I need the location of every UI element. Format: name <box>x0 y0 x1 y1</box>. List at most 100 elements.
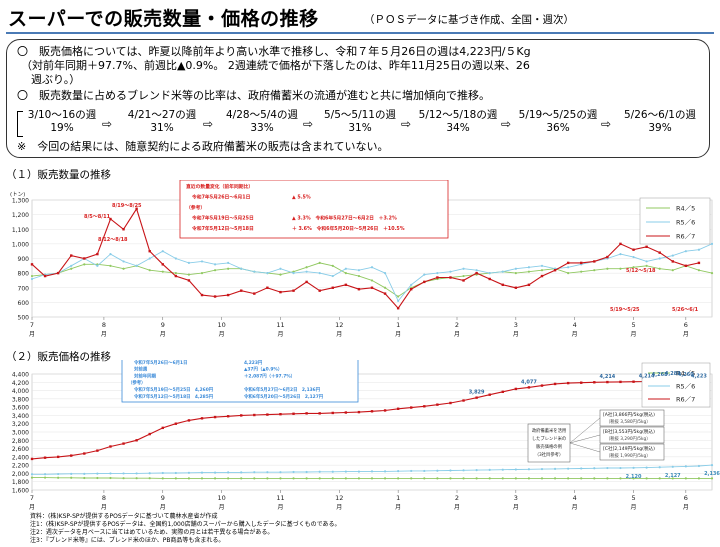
y-tick-label: 800 <box>18 271 30 278</box>
y-tick-label: 600 <box>18 300 30 307</box>
x-tick-unit: 月 <box>513 331 519 338</box>
series-point-2 <box>279 471 282 474</box>
x-tick-label: 7 <box>30 321 34 329</box>
reserve-rice-label-box <box>527 423 571 463</box>
blend-ratio-steps: 3/10～16の週 19% ⇨ 4/21～27の週 31% ⇨ 4/28～5/4の週… <box>17 109 707 139</box>
series-point-3 <box>279 412 282 416</box>
reserve-rice-connector <box>569 442 601 453</box>
series-point-1 <box>279 273 282 276</box>
series-point-2 <box>462 469 465 472</box>
arrow-icon: ⇨ <box>401 117 412 131</box>
series-point-2 <box>606 466 609 470</box>
series-point-1 <box>684 477 687 480</box>
y-tick-label: 4,400 <box>12 372 29 379</box>
series-point-3 <box>396 307 400 310</box>
series-point-3 <box>135 207 138 210</box>
series-point-2 <box>240 267 243 270</box>
series-point-2 <box>253 471 256 474</box>
series-point-3 <box>436 403 439 406</box>
series-point-2 <box>357 269 361 272</box>
series-point-2 <box>684 250 687 253</box>
series-point-3 <box>410 406 413 409</box>
series-point-2 <box>410 283 413 286</box>
series-point-1 <box>109 476 112 480</box>
series-point-2 <box>527 468 531 471</box>
annotation-right-2: 5/19～5/25 <box>610 307 640 313</box>
x-tick-label: 3 <box>514 321 518 329</box>
series-point-2 <box>109 253 112 256</box>
series-point-2 <box>488 468 491 472</box>
data-label: 4,268 <box>652 372 668 378</box>
series-point-2 <box>318 470 321 473</box>
series-point-1 <box>331 477 334 480</box>
info-box-label: 令和7年5月12日～5月18日 4,285円 <box>134 393 214 400</box>
annotation-peak-2: 8/19～8/25 <box>112 203 142 209</box>
arrow-icon: ⇨ <box>601 117 612 131</box>
series-point-1 <box>370 477 374 480</box>
summary-line-4: 〇 販売数量に占めるブレンド米等の比率は、政府備蓄米の流通が進むと共に増加傾向で… <box>17 89 490 102</box>
page-subtitle: （ＰＯＳデータに基づき作成、全国・週次） <box>364 14 574 26</box>
series-point-3 <box>383 292 387 295</box>
series-point-1 <box>227 267 230 270</box>
legend-label: R6／7 <box>676 396 695 404</box>
series-point-2 <box>253 270 256 273</box>
series-point-3 <box>109 445 112 448</box>
arrow-icon: ⇨ <box>501 117 512 131</box>
y-tick-label: 3,800 <box>12 396 29 403</box>
x-tick-label: 1 <box>396 321 400 329</box>
series-point-1 <box>606 477 609 480</box>
series-point-2 <box>658 257 661 260</box>
series-point-3 <box>410 288 413 291</box>
x-tick-label: 12 <box>335 321 343 329</box>
series-point-1 <box>436 477 439 480</box>
series-point-2 <box>501 270 504 273</box>
y-tick-label: 4,200 <box>12 380 29 387</box>
series-point-1 <box>148 269 151 272</box>
series-point-2 <box>187 261 191 264</box>
series-point-1 <box>344 477 347 480</box>
series-point-1 <box>462 477 465 480</box>
series-point-1 <box>514 477 517 480</box>
series-point-1 <box>187 273 191 276</box>
data-label: 4,223 <box>691 373 707 379</box>
y-tick-label: 3,000 <box>12 430 29 437</box>
series-point-2 <box>187 471 191 474</box>
series-point-1 <box>370 279 374 282</box>
series-point-1 <box>383 477 387 480</box>
y-tick-label: 2,000 <box>12 471 29 478</box>
series-point-3 <box>606 380 609 384</box>
series-point-2 <box>279 267 282 270</box>
series-point-3 <box>279 290 282 294</box>
reserve-rice-item-net: （税抜 3,290円/5kg） <box>606 435 651 442</box>
x-tick-unit: 月 <box>395 504 401 511</box>
series-point-2 <box>161 250 164 253</box>
summary-note: ※ 今回の結果には、随意契約による政府備蓄米の販売は含まれていない。 <box>17 140 389 153</box>
info-box-label: 直近の数量変化（前年同期比） <box>186 183 253 190</box>
x-tick-label: 11 <box>276 321 284 329</box>
title-bar: スーパーでの販売数量・価格の推移 （ＰＯＳデータに基づき作成、全国・週次） <box>6 4 714 34</box>
data-label: 2,127 <box>665 473 681 479</box>
info-box-label: 令和7年5月26日～6月1日 <box>191 194 251 201</box>
series-point-3 <box>161 263 164 266</box>
series-point-3 <box>619 242 622 246</box>
series-point-1 <box>527 477 531 480</box>
series-point-3 <box>344 283 348 287</box>
series-point-3 <box>580 381 583 384</box>
series-point-2 <box>423 273 426 276</box>
series-point-2 <box>135 472 138 475</box>
summary-box: 〇 販売価格については、昨夏以降前年より高い水準で推移し、令和７年５月26日の週… <box>6 39 710 158</box>
series-point-2 <box>200 260 204 263</box>
y-tick-label: 3,600 <box>12 405 29 412</box>
step-item: 5/19～5/25の週 36% <box>518 109 598 134</box>
x-tick-label: 10 <box>217 321 225 329</box>
series-point-1 <box>148 477 151 480</box>
series-point-1 <box>540 269 544 272</box>
info-box-value: ▲37円（▲0.9%） <box>244 366 282 373</box>
series-line-3 <box>31 207 700 310</box>
x-tick-label: 1 <box>396 494 400 502</box>
series-point-1 <box>357 477 361 480</box>
series-point-2 <box>122 260 125 263</box>
series-point-3 <box>253 413 256 417</box>
series-point-2 <box>436 272 439 275</box>
series-point-3 <box>43 456 47 459</box>
